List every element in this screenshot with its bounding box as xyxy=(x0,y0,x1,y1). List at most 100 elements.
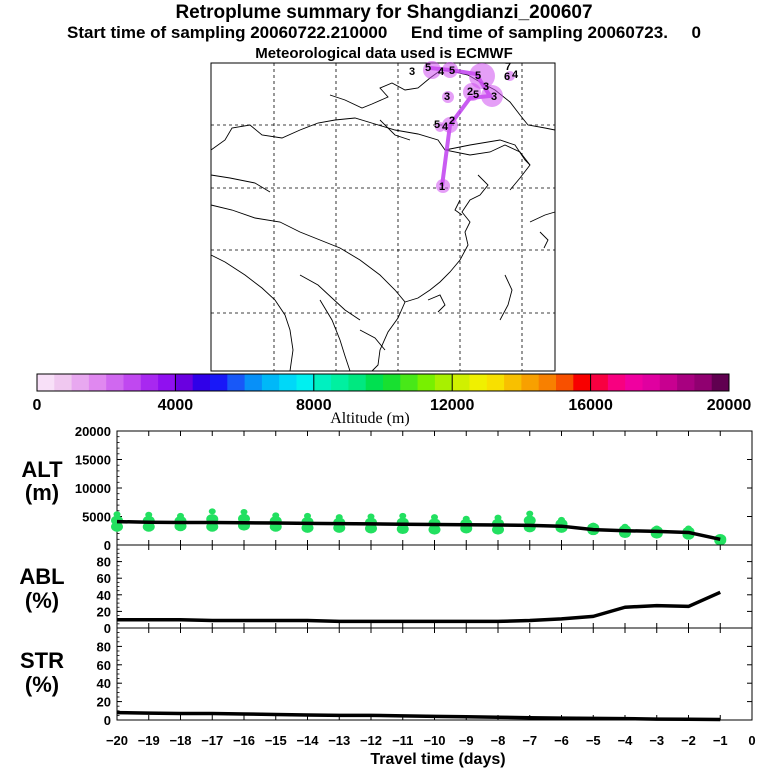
x-tick-label: −20 xyxy=(106,733,128,748)
alt-scatter-point xyxy=(526,510,534,517)
time-series-panels: 20000150001000050000806040200806040200−2… xyxy=(75,424,756,748)
colorbar-swatch xyxy=(625,374,643,391)
y-tick-label: 80 xyxy=(97,639,111,654)
retroplume-track xyxy=(423,61,515,193)
met-data-subtitle: Meteorological data used is ECMWF xyxy=(255,45,513,62)
map-label: 3 xyxy=(483,81,489,93)
colorbar-frame xyxy=(36,373,730,392)
alt-scatter-point xyxy=(365,523,377,534)
colorbar-swatch xyxy=(279,374,297,391)
y-tick-label: 20000 xyxy=(75,424,111,439)
map-label: 4 xyxy=(438,66,445,78)
map-label: 1 xyxy=(439,181,445,193)
colorbar-swatch xyxy=(296,374,315,391)
map-label: 4 xyxy=(512,69,519,81)
y-tick-label: 40 xyxy=(97,676,111,691)
map-frame xyxy=(210,62,556,372)
colorbar-swatch xyxy=(54,374,72,391)
colorbar-swatch xyxy=(677,374,695,391)
colorbar-swatch xyxy=(37,374,55,391)
alt-scatter-point xyxy=(142,521,155,532)
colorbar-swatch xyxy=(210,374,228,391)
abl-panel-frame xyxy=(116,544,753,629)
colorbar-swatch xyxy=(400,374,418,391)
alt-scatter-point xyxy=(111,521,123,532)
alt-panel-label-unit: (m) xyxy=(25,480,59,505)
chart-title: Retroplume summary for Shangdianzi_20060… xyxy=(175,2,593,23)
colorbar-swatch xyxy=(486,374,505,391)
colorbar-swatch xyxy=(71,374,90,391)
x-tick-label: −13 xyxy=(328,733,350,748)
x-tick-label: −18 xyxy=(169,733,191,748)
colorbar-tick-label: 4000 xyxy=(158,397,194,414)
y-tick-label: 40 xyxy=(97,588,111,603)
x-tick-label: −17 xyxy=(201,733,223,748)
y-tick-label: 60 xyxy=(97,658,111,673)
colorbar-swatch xyxy=(590,374,609,391)
plume-clusters xyxy=(423,61,515,193)
colorbar-swatch xyxy=(659,374,678,391)
x-tick-label: −12 xyxy=(360,733,382,748)
colorbar-swatch xyxy=(192,374,211,391)
y-tick-label: 0 xyxy=(104,621,111,636)
x-tick-label: −3 xyxy=(649,733,664,748)
alt-scatter-point xyxy=(396,524,409,535)
colorbar-tick-label: 0 xyxy=(33,397,42,414)
map-label: 6 xyxy=(504,71,510,83)
str-panel-label-top: STR xyxy=(20,648,64,673)
colorbar-swatch xyxy=(711,374,730,391)
alt-scatter-point xyxy=(301,522,314,533)
colorbar-swatch xyxy=(175,374,194,391)
x-tick-label: −5 xyxy=(586,733,601,748)
map-label: 5 xyxy=(449,65,455,77)
colorbar-tick-label: 16000 xyxy=(568,397,613,414)
colorbar-swatch xyxy=(348,374,367,391)
str-series-line xyxy=(116,710,721,722)
alt-scatter-point xyxy=(428,524,441,535)
colorbar-swatch xyxy=(417,374,436,391)
x-tick-label: −1 xyxy=(713,733,728,748)
x-tick-label: −11 xyxy=(392,733,413,748)
colorbar-swatch xyxy=(642,374,661,391)
y-tick-label: 10000 xyxy=(75,481,111,496)
alt-scatter-point xyxy=(399,512,407,519)
colorbar-swatch xyxy=(538,374,557,391)
map-label: 5 xyxy=(475,70,481,82)
map-label: 5 xyxy=(425,62,431,74)
x-tick-label: −7 xyxy=(522,733,537,748)
x-tick-label: −19 xyxy=(138,733,160,748)
colorbar-swatch xyxy=(123,374,142,391)
map-label: 4 xyxy=(442,121,449,133)
colorbar-tick-label: 12000 xyxy=(430,397,475,414)
y-tick-label: 20 xyxy=(97,604,111,619)
colorbar-swatch xyxy=(573,374,591,391)
map-label: 2 xyxy=(467,86,473,98)
colorbar-swatch xyxy=(607,374,626,391)
colorbar-swatch xyxy=(140,374,159,391)
x-tick-label: −16 xyxy=(233,733,255,748)
sampling-time-subtitle: Start time of sampling 20060722.210000 E… xyxy=(66,23,701,42)
map-label: 3 xyxy=(409,66,415,78)
x-tick-label: −6 xyxy=(554,733,569,748)
x-tick-label: −9 xyxy=(459,733,474,748)
str-panel-label-unit: (%) xyxy=(25,672,59,697)
colorbar-swatch xyxy=(244,374,263,391)
colorbar-swatch xyxy=(434,374,453,391)
map-label: 7 xyxy=(505,61,511,73)
alt-scatter-point xyxy=(492,524,504,535)
map-label: 3 xyxy=(491,91,497,103)
colorbar-swatch xyxy=(331,374,349,391)
alt-panel-label-top: ALT xyxy=(21,457,63,482)
x-tick-label: −4 xyxy=(618,733,634,748)
map-label: 5 xyxy=(434,119,440,131)
colorbar-swatch xyxy=(521,374,540,391)
colorbar-swatch xyxy=(106,374,124,391)
colorbar-swatch xyxy=(452,374,470,391)
str-panel-frame xyxy=(116,627,753,721)
colorbar-swatch xyxy=(556,374,574,391)
map-label: 5 xyxy=(473,89,479,101)
colorbar-swatch xyxy=(313,374,332,391)
